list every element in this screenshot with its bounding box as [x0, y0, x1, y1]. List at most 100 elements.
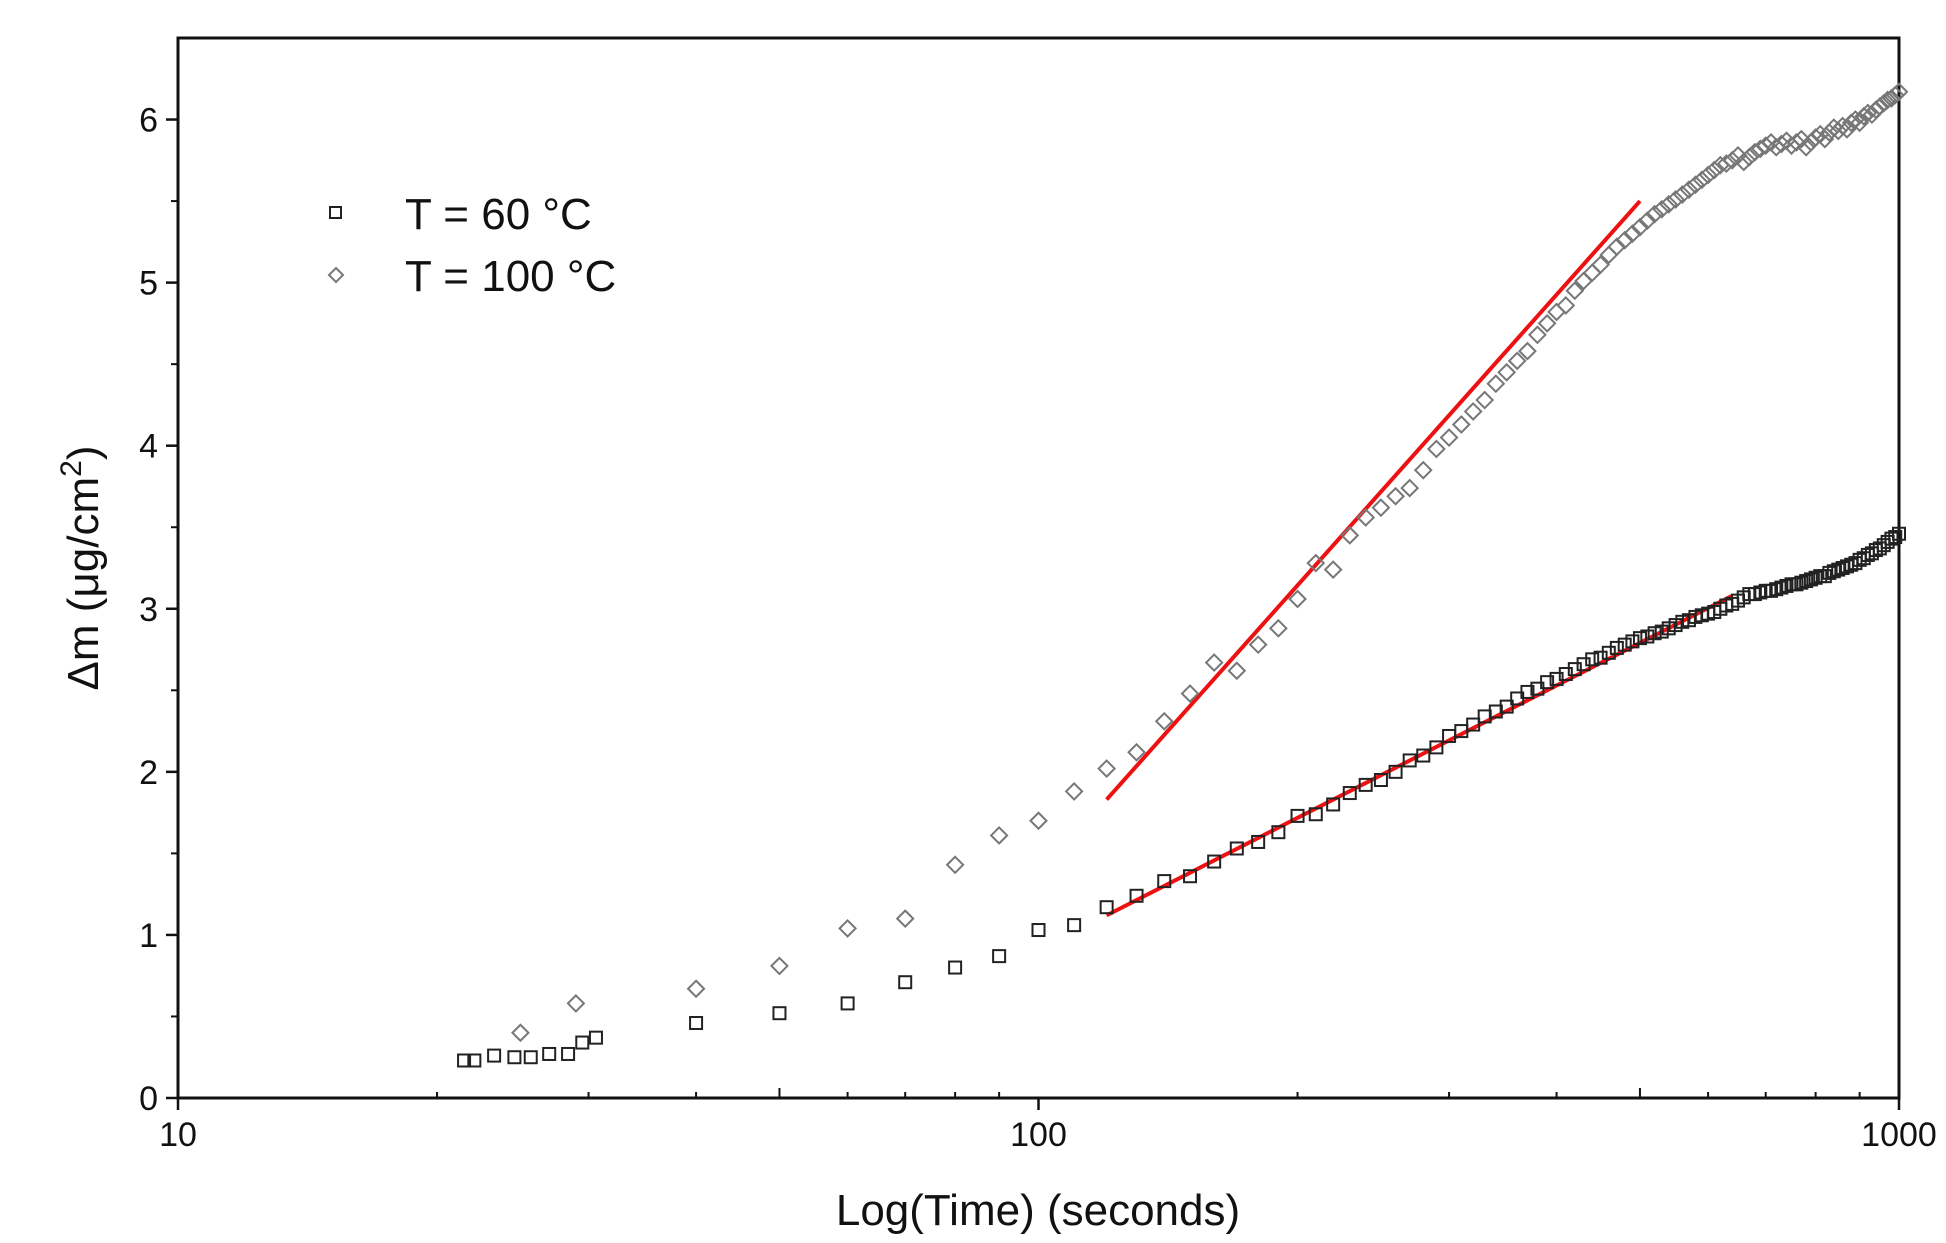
data-point-60C [772, 1006, 787, 1021]
data-point-60C [1632, 631, 1647, 646]
data-point-100C [1582, 263, 1602, 283]
data-point-60C [507, 1050, 522, 1065]
data-point-100C [1154, 711, 1174, 731]
data-point-60C [561, 1046, 576, 1061]
data-point-100C [1734, 152, 1754, 172]
data-point-100C [1637, 211, 1657, 231]
y-axis-title: Δm (μg/cm2) [55, 446, 108, 691]
data-point-100C [945, 855, 965, 875]
data-point-100C [1878, 90, 1898, 110]
data-point-60C [1326, 797, 1341, 812]
data-point-60C [1520, 684, 1535, 699]
data-point-100C [1828, 121, 1848, 141]
data-point-60C [1799, 574, 1814, 589]
data-point-60C [1402, 753, 1417, 768]
data-point-100C [1615, 230, 1635, 250]
data-point-100C [1622, 224, 1642, 244]
data-point-100C [1497, 362, 1517, 382]
data-point-60C [1388, 764, 1403, 779]
legend-label-100C: T = 100 °C [405, 252, 616, 301]
data-point-100C [1323, 560, 1343, 580]
data-point-100C [1356, 508, 1376, 527]
data-point-100C [1400, 478, 1420, 498]
data-point-60C [1290, 808, 1305, 823]
data-point-100C [1841, 113, 1861, 133]
data-point-60C [1251, 834, 1266, 849]
data-point-100C [1288, 589, 1307, 609]
data-point-60C [1540, 675, 1555, 690]
data-point-100C [566, 994, 586, 1013]
data-point-100C [1029, 811, 1048, 831]
data-point-100C [1882, 88, 1901, 108]
data-point-60C [898, 975, 913, 990]
data-point-100C [895, 909, 915, 929]
data-point-100C [1630, 217, 1650, 237]
data-point-100C [1565, 281, 1585, 301]
y-axis-title-prefix: Δm (μg/cm [59, 477, 108, 691]
data-point-60C [1067, 918, 1082, 933]
data-point-100C [1556, 296, 1576, 315]
legend-marker-square [329, 206, 342, 219]
y-axis: 0 1 2 3 4 5 6 [139, 102, 178, 1118]
data-point-100C [838, 918, 858, 938]
fit-line-60C [1105, 593, 1734, 918]
data-point-60C [588, 1030, 603, 1045]
data-point-60C [1358, 777, 1373, 792]
y-tick-label: 5 [139, 265, 158, 303]
data-point-100C [1268, 618, 1288, 638]
data-point-100C [1672, 185, 1692, 204]
y-tick-label: 1 [139, 917, 158, 955]
data-point-100C [1180, 684, 1200, 703]
data-point-100C [1097, 759, 1117, 778]
data-point-100C [1652, 199, 1672, 219]
data-point-60C [542, 1046, 557, 1061]
data-point-100C [1815, 129, 1835, 149]
data-point-60C [1183, 869, 1198, 884]
data-point-100C [1227, 661, 1247, 681]
data-point-60C [1864, 546, 1879, 561]
data-point-60C [1576, 657, 1591, 672]
data-point-100C [1607, 237, 1627, 257]
data-point-60C [1647, 626, 1662, 641]
data-point-100C [989, 826, 1009, 845]
data-point-100C [1463, 402, 1483, 421]
series-60C-points [457, 526, 1906, 1068]
data-point-60C [1031, 923, 1046, 938]
data-point-100C [511, 1023, 530, 1043]
data-point-100C [686, 979, 706, 999]
data-point-60C [487, 1048, 502, 1063]
data-point-60C [992, 949, 1007, 964]
data-point-100C [1659, 194, 1679, 214]
data-point-100C [1439, 428, 1459, 447]
data-point-60C [1558, 667, 1573, 681]
data-point-60C [467, 1053, 482, 1068]
x-axis: 10 100 1000 [159, 1088, 1937, 1154]
data-point-100C [1885, 85, 1905, 105]
data-point-60C [689, 1015, 704, 1030]
data-point-100C [1870, 97, 1890, 116]
data-point-60C [1429, 740, 1444, 755]
data-point-60C [1271, 825, 1286, 840]
data-point-60C [1601, 645, 1616, 660]
x-tick-label: 100 [1010, 1116, 1067, 1154]
data-point-100C [1739, 147, 1759, 167]
data-point-100C [1486, 374, 1506, 394]
data-point-60C [1848, 556, 1863, 571]
data-point-100C [1819, 123, 1839, 142]
fit-lines [1105, 199, 1734, 918]
fit-line-100C [1105, 199, 1642, 801]
data-point-100C [1645, 204, 1665, 224]
data-point-60C [1567, 662, 1582, 677]
y-tick-label: 0 [139, 1080, 158, 1118]
data-point-100C [1756, 136, 1776, 156]
data-point-100C [1306, 553, 1326, 573]
data-point-100C [1837, 119, 1857, 139]
data-point-60C [1593, 650, 1608, 665]
data-point-60C [1808, 570, 1823, 585]
data-point-60C [1207, 854, 1222, 869]
data-point-100C [1591, 255, 1611, 275]
data-point-100C [1679, 180, 1699, 200]
data-point-60C [1499, 699, 1514, 714]
data-point-100C [1518, 341, 1537, 361]
